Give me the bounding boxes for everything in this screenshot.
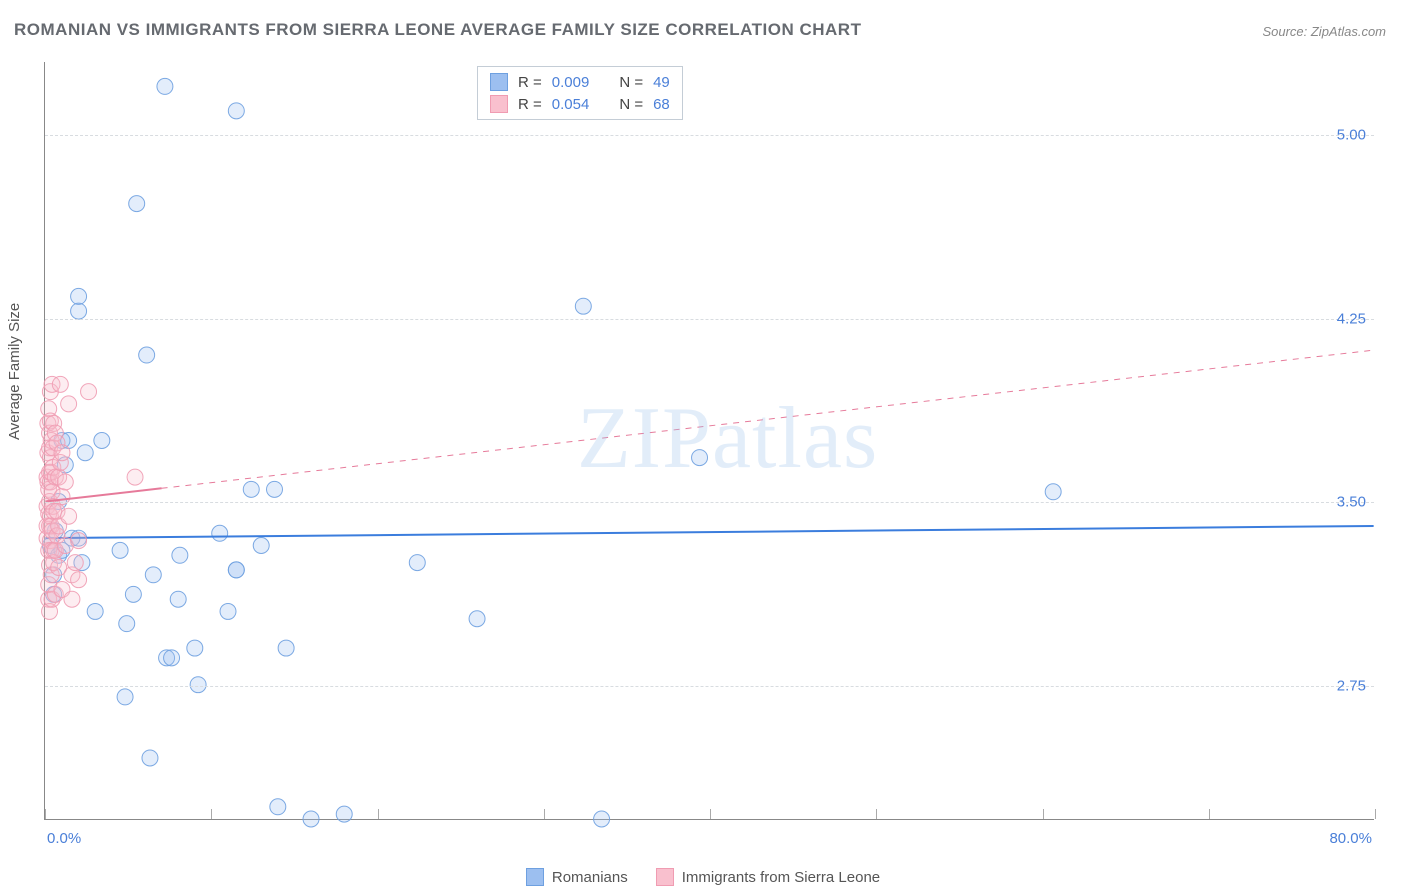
data-point bbox=[212, 525, 228, 541]
x-axis-start-label: 0.0% bbox=[47, 830, 81, 847]
x-tick bbox=[211, 809, 212, 819]
x-tick bbox=[1375, 809, 1376, 819]
scatter-plot-svg bbox=[45, 62, 1374, 819]
grid-line bbox=[45, 135, 1374, 136]
data-point bbox=[142, 750, 158, 766]
data-point bbox=[54, 445, 70, 461]
data-point bbox=[228, 103, 244, 119]
y-tick-label: 2.75 bbox=[1337, 677, 1366, 694]
x-tick bbox=[876, 809, 877, 819]
legend-r-label: R = bbox=[518, 74, 542, 91]
data-point bbox=[71, 533, 87, 549]
data-point bbox=[129, 196, 145, 212]
data-point bbox=[87, 603, 103, 619]
y-axis-label: Average Family Size bbox=[6, 303, 23, 440]
legend-n-value: 68 bbox=[653, 96, 670, 113]
data-point bbox=[303, 811, 319, 827]
legend-n-value: 49 bbox=[653, 74, 670, 91]
y-tick-label: 3.50 bbox=[1337, 494, 1366, 511]
data-point bbox=[692, 450, 708, 466]
x-tick bbox=[1209, 809, 1210, 819]
trend-line-solid bbox=[45, 526, 1373, 538]
data-point bbox=[127, 469, 143, 485]
chart-title: ROMANIAN VS IMMIGRANTS FROM SIERRA LEONE… bbox=[14, 20, 861, 40]
x-tick bbox=[710, 809, 711, 819]
data-point bbox=[270, 799, 286, 815]
data-point bbox=[253, 538, 269, 554]
data-point bbox=[117, 689, 133, 705]
data-point bbox=[170, 591, 186, 607]
data-point bbox=[81, 384, 97, 400]
legend-bottom: Romanians Immigrants from Sierra Leone bbox=[0, 868, 1406, 886]
data-point bbox=[52, 376, 68, 392]
x-tick bbox=[45, 809, 46, 819]
legend-row: R = 0.009 N = 49 bbox=[490, 73, 670, 91]
data-point bbox=[71, 572, 87, 588]
y-tick-label: 5.00 bbox=[1337, 127, 1366, 144]
legend-swatch bbox=[656, 868, 674, 886]
data-point bbox=[139, 347, 155, 363]
legend-r-label: R = bbox=[518, 96, 542, 113]
legend-n-label: N = bbox=[619, 74, 643, 91]
data-point bbox=[157, 78, 173, 94]
y-tick-label: 4.25 bbox=[1337, 310, 1366, 327]
data-point bbox=[187, 640, 203, 656]
x-tick bbox=[1043, 809, 1044, 819]
data-point bbox=[71, 303, 87, 319]
data-point bbox=[67, 555, 83, 571]
data-point bbox=[243, 481, 259, 497]
data-point bbox=[469, 611, 485, 627]
legend-bottom-item: Immigrants from Sierra Leone bbox=[656, 868, 880, 886]
data-point bbox=[164, 650, 180, 666]
legend-correlation-box: R = 0.009 N = 49 R = 0.054 N = 68 bbox=[477, 66, 683, 120]
data-point bbox=[336, 806, 352, 822]
data-point bbox=[172, 547, 188, 563]
legend-n-label: N = bbox=[619, 96, 643, 113]
data-point bbox=[64, 591, 80, 607]
legend-bottom-label: Romanians bbox=[552, 869, 628, 886]
data-point bbox=[125, 586, 141, 602]
legend-row: R = 0.054 N = 68 bbox=[490, 95, 670, 113]
legend-swatch bbox=[490, 95, 508, 113]
grid-line bbox=[45, 502, 1374, 503]
data-point bbox=[145, 567, 161, 583]
data-point bbox=[228, 562, 244, 578]
source-attribution: Source: ZipAtlas.com bbox=[1262, 24, 1386, 39]
legend-bottom-item: Romanians bbox=[526, 868, 628, 886]
data-point bbox=[278, 640, 294, 656]
legend-r-value: 0.054 bbox=[552, 96, 590, 113]
plot-area: 2.753.504.255.000.0%80.0%ZIPatlasR =0.00… bbox=[44, 62, 1374, 820]
data-point bbox=[61, 508, 77, 524]
data-point bbox=[71, 288, 87, 304]
data-point bbox=[1045, 484, 1061, 500]
data-point bbox=[94, 433, 110, 449]
data-point bbox=[77, 445, 93, 461]
trend-line-dashed bbox=[162, 350, 1374, 488]
data-point bbox=[61, 396, 77, 412]
grid-line bbox=[45, 686, 1374, 687]
data-point bbox=[409, 555, 425, 571]
data-point bbox=[220, 603, 236, 619]
legend-bottom-label: Immigrants from Sierra Leone bbox=[682, 869, 880, 886]
x-tick bbox=[544, 809, 545, 819]
data-point bbox=[119, 616, 135, 632]
data-point bbox=[267, 481, 283, 497]
x-tick bbox=[378, 809, 379, 819]
data-point bbox=[575, 298, 591, 314]
legend-swatch bbox=[490, 73, 508, 91]
data-point bbox=[57, 474, 73, 490]
legend-swatch bbox=[526, 868, 544, 886]
data-point bbox=[594, 811, 610, 827]
legend-r-value: 0.009 bbox=[552, 74, 590, 91]
grid-line bbox=[45, 319, 1374, 320]
x-axis-end-label: 80.0% bbox=[1329, 830, 1372, 847]
data-point bbox=[112, 542, 128, 558]
